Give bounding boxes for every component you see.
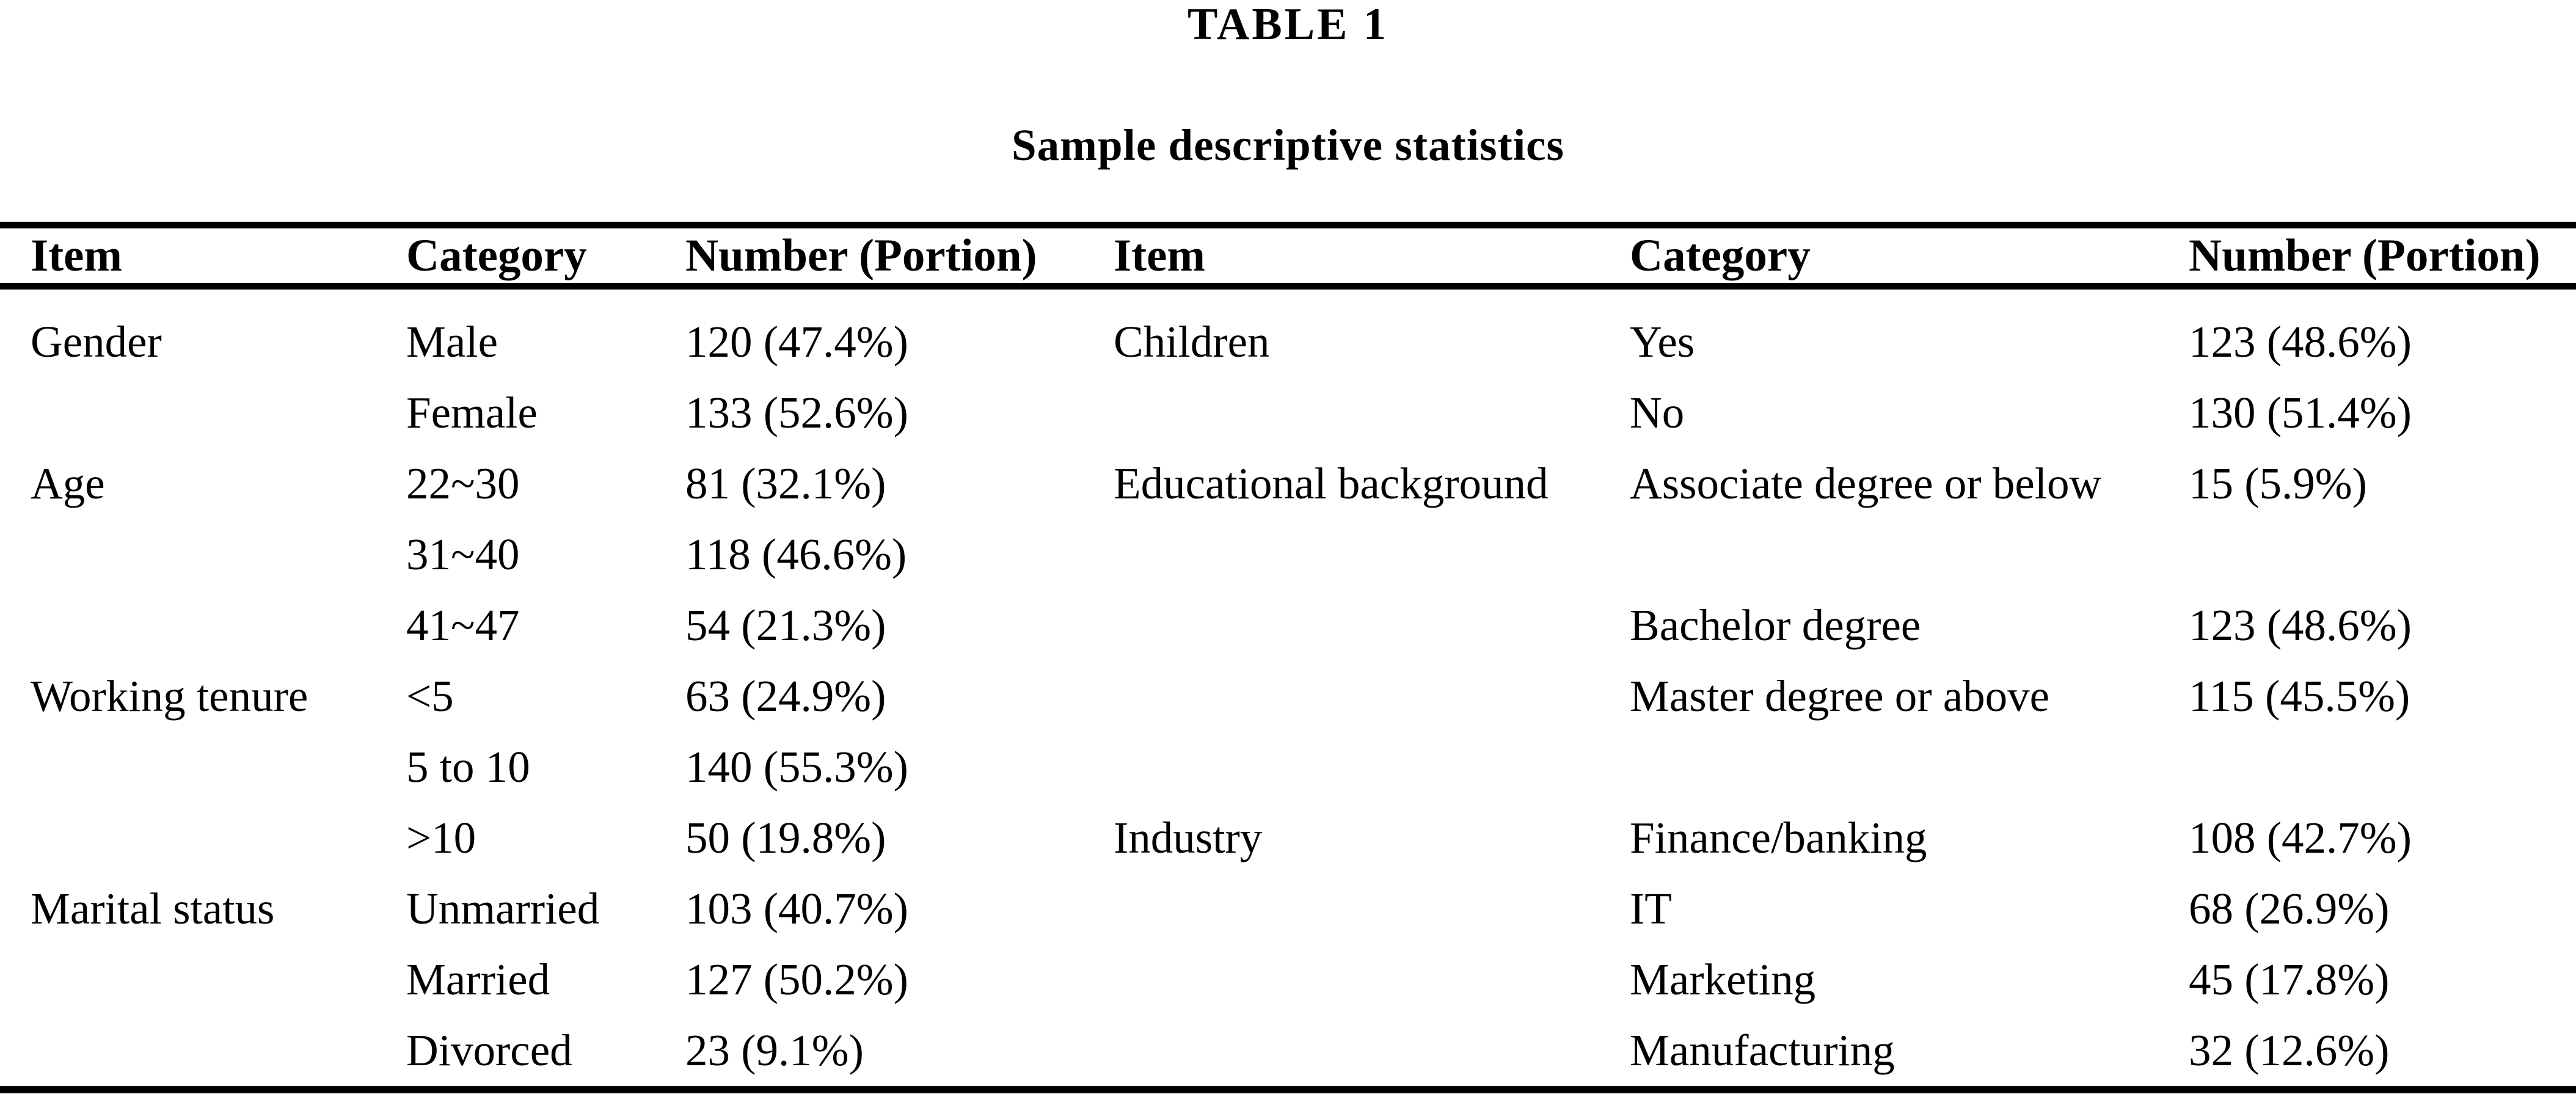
category-cell: 5 to 10 bbox=[406, 742, 530, 792]
number-cell: 103 (40.7%) bbox=[685, 884, 908, 933]
header-category-right: Category bbox=[1599, 225, 2158, 290]
item-cell bbox=[0, 1015, 376, 1090]
category-cell: Married bbox=[406, 955, 550, 1004]
table-row: Working tenure <5 63 (24.9%) Master degree … bbox=[0, 661, 2576, 732]
number-cell: 115 (45.5%) bbox=[2189, 671, 2410, 721]
item-cell bbox=[1083, 661, 1599, 732]
table-subtitle: Sample descriptive statistics bbox=[1012, 120, 1564, 170]
item-cell: Industry bbox=[1114, 813, 1263, 862]
spacer-cell bbox=[0, 286, 2576, 307]
category-cell: 41~47 bbox=[406, 600, 520, 650]
table-row: 5 to 10 140 (55.3%) bbox=[0, 732, 2576, 803]
table-row: >10 50 (19.8%) Industry Finance/banking 108 … bbox=[0, 803, 2576, 873]
header-row: Item Category Number (Portion) Item Cate… bbox=[0, 225, 2576, 290]
header-number-portion-left: Number (Portion) bbox=[655, 225, 1083, 290]
number-cell: 32 (12.6%) bbox=[2189, 1026, 2390, 1075]
category-cell: 31~40 bbox=[406, 530, 520, 579]
item-cell bbox=[1083, 377, 1599, 448]
item-cell bbox=[1083, 873, 1599, 944]
descriptive-statistics-table: Item Category Number (Portion) Item Cate… bbox=[0, 222, 2576, 1093]
number-cell: 23 (9.1%) bbox=[685, 1026, 864, 1075]
category-cell: IT bbox=[1630, 884, 1672, 933]
category-cell: Unmarried bbox=[406, 884, 600, 933]
category-cell: Manufacturing bbox=[1630, 1026, 1895, 1075]
number-cell bbox=[2158, 732, 2576, 803]
category-cell: No bbox=[1630, 388, 1685, 437]
table-row: 41~47 54 (21.3%) Bachelor degree 123 (48.6%… bbox=[0, 590, 2576, 661]
item-cell bbox=[1083, 944, 1599, 1015]
number-cell: 118 (46.6%) bbox=[685, 530, 907, 579]
number-cell: 133 (52.6%) bbox=[685, 388, 908, 437]
category-cell: Associate degree or below bbox=[1630, 459, 2102, 508]
category-cell: Marketing bbox=[1630, 955, 1816, 1004]
category-cell: Bachelor degree bbox=[1630, 600, 1921, 650]
header-number-portion-right: Number (Portion) bbox=[2158, 225, 2576, 290]
category-cell: Male bbox=[406, 317, 498, 366]
table-row: Age 22~30 81 (32.1%) Educational background… bbox=[0, 448, 2576, 519]
item-cell: Educational background bbox=[1114, 459, 1549, 508]
item-cell bbox=[0, 377, 376, 448]
number-cell: 108 (42.7%) bbox=[2189, 813, 2412, 862]
category-cell: Yes bbox=[1630, 317, 1695, 366]
category-cell bbox=[1599, 732, 2158, 803]
item-cell: Marital status bbox=[31, 884, 275, 933]
table-row: Married 127 (50.2%) Marketing 45 (17.8%) bbox=[0, 944, 2576, 1015]
header-category-left: Category bbox=[376, 225, 655, 290]
item-cell bbox=[1083, 590, 1599, 661]
table-body: Gender Male 120 (47.4%) Children Yes 123 (48.… bbox=[0, 286, 2576, 1090]
table-title: TABLE 1 bbox=[1188, 0, 1388, 49]
item-cell bbox=[0, 944, 376, 1015]
number-cell: 15 (5.9%) bbox=[2189, 459, 2367, 508]
table-row: Female 133 (52.6%) No 130 (51.4%) bbox=[0, 377, 2576, 448]
number-cell: 140 (55.3%) bbox=[685, 742, 908, 792]
table-row: Marital status Unmarried 103 (40.7%) IT 68 (… bbox=[0, 873, 2576, 944]
number-cell: 68 (26.9%) bbox=[2189, 884, 2390, 933]
category-cell bbox=[1599, 519, 2158, 590]
item-cell bbox=[0, 590, 376, 661]
category-cell: Finance/banking bbox=[1630, 813, 1927, 862]
item-cell bbox=[0, 519, 376, 590]
category-cell: Master degree or above bbox=[1630, 671, 2050, 721]
category-cell: Divorced bbox=[406, 1026, 572, 1075]
number-cell: 123 (48.6%) bbox=[2189, 600, 2412, 650]
item-cell: Children bbox=[1114, 317, 1270, 366]
number-cell: 54 (21.3%) bbox=[685, 600, 886, 650]
number-cell: 63 (24.9%) bbox=[685, 671, 886, 721]
table-row: 31~40 118 (46.6%) bbox=[0, 519, 2576, 590]
item-cell bbox=[0, 803, 376, 873]
item-cell bbox=[1083, 732, 1599, 803]
number-cell: 120 (47.4%) bbox=[685, 317, 908, 366]
category-cell: <5 bbox=[406, 671, 454, 721]
category-cell: 22~30 bbox=[406, 459, 520, 508]
number-cell: 123 (48.6%) bbox=[2189, 317, 2412, 366]
number-cell: 81 (32.1%) bbox=[685, 459, 886, 508]
spacer-row bbox=[0, 286, 2576, 307]
number-cell: 45 (17.8%) bbox=[2189, 955, 2390, 1004]
table-row: Divorced 23 (9.1%) Manufacturing 32 (12.6%) bbox=[0, 1015, 2576, 1090]
item-cell bbox=[0, 732, 376, 803]
item-cell bbox=[1083, 519, 1599, 590]
item-cell: Age bbox=[31, 459, 105, 508]
header-item-right: Item bbox=[1083, 225, 1599, 290]
item-cell: Working tenure bbox=[31, 671, 308, 721]
table-header: Item Category Number (Portion) Item Cate… bbox=[0, 225, 2576, 290]
item-cell bbox=[1083, 1015, 1599, 1090]
category-cell: Female bbox=[406, 388, 538, 437]
number-cell bbox=[2158, 519, 2576, 590]
header-item-left: Item bbox=[0, 225, 376, 290]
number-cell: 130 (51.4%) bbox=[2189, 388, 2412, 437]
table-row: Gender Male 120 (47.4%) Children Yes 123 (48.… bbox=[0, 307, 2576, 377]
number-cell: 50 (19.8%) bbox=[685, 813, 886, 862]
category-cell: >10 bbox=[406, 813, 476, 862]
number-cell: 127 (50.2%) bbox=[685, 955, 908, 1004]
item-cell: Gender bbox=[31, 317, 162, 366]
